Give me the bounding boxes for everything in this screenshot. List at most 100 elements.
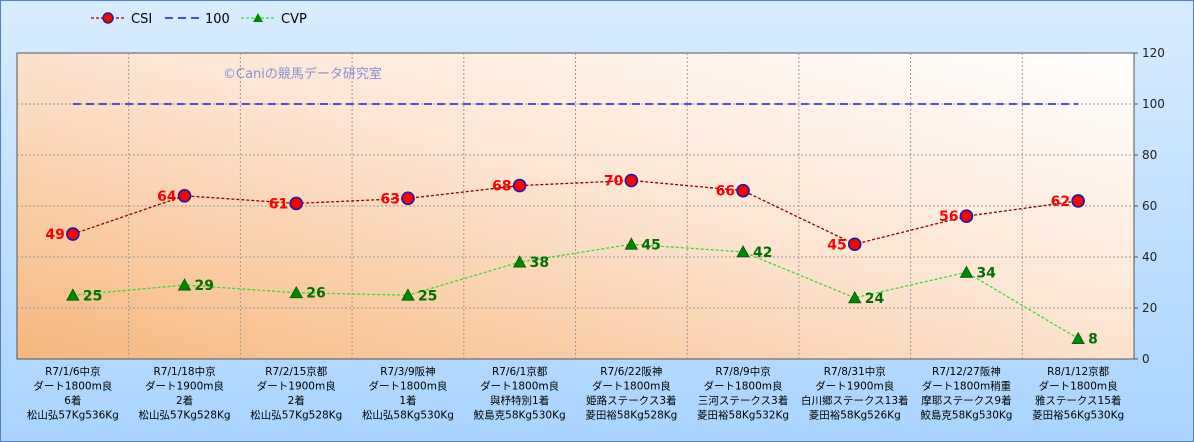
data-point xyxy=(401,288,415,301)
legend-marker xyxy=(102,12,114,24)
legend-item-100: 100 xyxy=(165,12,230,27)
x-axis-categories: R7/1/6中京ダート1800m良6着松山弘57Kg536KgR7/1/18中京… xyxy=(27,365,1124,422)
y-tick-label: 0 xyxy=(1142,352,1150,366)
data-point xyxy=(736,183,750,198)
x-category-line: 菱田裕58Kg526Kg xyxy=(809,409,901,422)
x-category-line: ダート1800m稍重 xyxy=(922,380,1011,393)
data-point xyxy=(177,278,192,291)
y-tick-label: 100 xyxy=(1142,97,1165,111)
data-point xyxy=(736,245,750,258)
series-csi: 49 64 61 63 68 70 66 45 56 62 xyxy=(45,174,1085,253)
legend-label: 100 xyxy=(205,12,230,27)
data-label: 61 xyxy=(269,196,288,212)
x-category-line: R7/6/22阪神 xyxy=(600,365,662,378)
data-point xyxy=(289,196,304,211)
x-category-line: R7/3/9阪神 xyxy=(380,365,435,378)
y-tick-label: 60 xyxy=(1142,199,1157,213)
data-point xyxy=(1071,331,1085,345)
x-category-line: ダート1900m良 xyxy=(145,380,224,393)
x-category-line: R7/12/27阪神 xyxy=(932,365,1001,378)
x-category-line: 摩耶ステークス9着 xyxy=(921,394,1011,407)
x-category-line: 與杼特別1着 xyxy=(490,394,549,407)
x-category-line: 菱田裕58Kg528Kg xyxy=(585,409,677,422)
y-tick-label: 20 xyxy=(1142,301,1157,315)
data-point xyxy=(624,237,639,250)
x-category-line: 松山弘57Kg528Kg xyxy=(250,409,342,422)
data-point xyxy=(512,255,527,268)
data-point xyxy=(289,285,303,299)
x-category-line: ダート1900m良 xyxy=(815,380,894,393)
data-label: 62 xyxy=(1051,194,1070,210)
x-category-line: 6着 xyxy=(64,394,81,407)
data-point xyxy=(66,227,80,241)
data-label: 49 xyxy=(45,227,64,243)
data-point xyxy=(847,237,862,252)
data-label: 29 xyxy=(195,278,214,294)
x-category-line: R7/8/31中京 xyxy=(824,365,886,378)
data-label: 38 xyxy=(530,255,549,271)
x-category-line: ダート1800m良 xyxy=(33,380,112,393)
legend-label: CSI xyxy=(131,12,152,27)
series-cvp: 25 29 26 25 38 45 42 24 34 8 xyxy=(66,237,1098,348)
x-category-line: R7/6/1京都 xyxy=(492,365,548,378)
x-category-line: R7/2/15京都 xyxy=(265,365,328,378)
data-point xyxy=(959,209,974,223)
data-label: 26 xyxy=(306,286,325,302)
x-category-line: 松山弘57Kg536Kg xyxy=(27,409,119,422)
x-category-line: 松山弘58Kg530Kg xyxy=(362,409,454,422)
y-tick-label: 40 xyxy=(1142,250,1157,264)
data-point xyxy=(512,178,527,193)
data-label: 64 xyxy=(157,189,177,205)
y-axis: 0 20 40 60 80 100 120 xyxy=(1134,46,1165,366)
x-category: R7/8/31中京ダート1900m良白川郷ステークス13着菱田裕58Kg526K… xyxy=(801,365,909,422)
y-tick-label: 120 xyxy=(1142,46,1165,60)
x-category-line: 菱田裕58Kg532Kg xyxy=(697,409,789,422)
data-label: 66 xyxy=(716,184,735,200)
x-category-line: 2着 xyxy=(288,394,305,407)
data-point xyxy=(66,288,80,301)
series-line xyxy=(72,179,1079,245)
x-category-line: R7/8/9中京 xyxy=(715,365,770,378)
x-category-line: 鮫島克58Kg530Kg xyxy=(920,409,1012,422)
x-category-line: ダート1800m良 xyxy=(704,380,783,393)
x-category-line: 菱田裕56Kg530Kg xyxy=(1032,409,1124,422)
data-point xyxy=(1071,194,1085,208)
data-label: 45 xyxy=(641,237,660,253)
data-point xyxy=(177,189,192,203)
data-label: 25 xyxy=(83,288,102,304)
series-layer: 49 64 61 63 68 70 66 45 56 62 25 29 26 25 38 45 42 24 34 8 xyxy=(45,103,1098,348)
data-label: 63 xyxy=(380,191,399,207)
x-category-line: ダート1800m良 xyxy=(592,380,671,393)
x-category-line: R7/1/18中京 xyxy=(154,365,216,378)
data-label: 56 xyxy=(939,209,958,225)
data-point xyxy=(848,290,862,304)
x-category-line: 2着 xyxy=(176,394,193,407)
legend-item-cvp: CVP xyxy=(241,12,307,27)
x-category-line: ダート1800m良 xyxy=(1039,380,1118,393)
data-label: 24 xyxy=(865,291,885,307)
x-category-line: ダート1900m良 xyxy=(257,380,336,393)
grid xyxy=(17,53,1134,359)
x-category-line: R7/1/6中京 xyxy=(45,365,100,378)
data-label: 8 xyxy=(1088,332,1098,348)
data-label: 70 xyxy=(604,174,624,190)
legend-label: CVP xyxy=(281,12,307,27)
x-category-line: 白川郷ステークス13着 xyxy=(801,394,909,407)
data-label: 45 xyxy=(827,237,846,253)
series-line xyxy=(72,243,1079,340)
legend: CSI 100 CVP xyxy=(91,12,307,27)
x-category-line: 松山弘57Kg528Kg xyxy=(139,409,231,422)
x-category: R7/12/27阪神ダート1800m稍重摩耶ステークス9着鮫島克58Kg530K… xyxy=(920,365,1012,422)
legend-item-csi: CSI xyxy=(91,12,152,27)
legend-marker xyxy=(253,13,263,22)
y-tick-label: 80 xyxy=(1142,148,1157,162)
x-category-line: 姫路ステークス3着 xyxy=(586,394,676,407)
